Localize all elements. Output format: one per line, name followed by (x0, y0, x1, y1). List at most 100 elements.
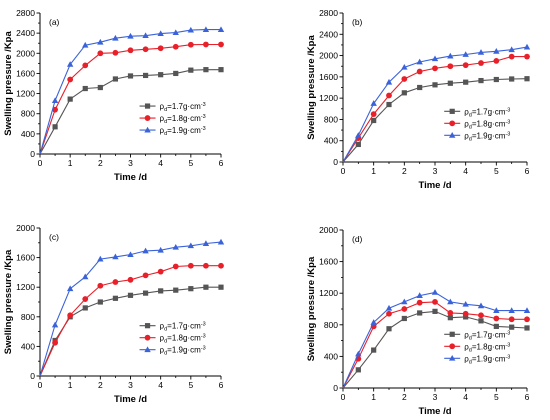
data-point (509, 324, 515, 330)
data-point (218, 284, 224, 290)
data-point (508, 46, 515, 53)
data-point (82, 62, 89, 69)
data-point (478, 312, 484, 319)
y-tick-label: 2400 (16, 28, 35, 38)
data-point (112, 279, 119, 285)
x-tick-label: 3 (433, 166, 438, 176)
data-point (447, 298, 454, 305)
x-tick-label: 0 (38, 158, 43, 168)
data-point (432, 65, 438, 72)
data-point (97, 255, 104, 262)
data-point (202, 26, 210, 33)
data-point (188, 67, 194, 73)
series-line (342, 291, 527, 389)
data-point (432, 308, 438, 314)
y-tick-label: 0 (333, 383, 338, 393)
data-point (127, 73, 134, 79)
legend-marker (449, 108, 455, 114)
data-point (523, 43, 531, 50)
data-point (385, 78, 393, 85)
legend-marker (144, 126, 151, 133)
series-line (39, 241, 222, 377)
y-tick-label: 1600 (16, 253, 35, 263)
data-point (142, 247, 149, 254)
y-tick-label: 2800 (319, 8, 338, 18)
legend-marker (144, 103, 151, 109)
data-point (67, 96, 73, 102)
y-tick-label: 1200 (16, 89, 35, 99)
x-tick-label: 1 (371, 392, 376, 402)
data-point (355, 132, 362, 138)
y-tick-label: 400 (21, 341, 35, 351)
x-tick-label: 2 (402, 166, 407, 176)
data-point (477, 302, 485, 309)
x-tick-label: 0 (38, 380, 43, 390)
data-point (431, 55, 439, 62)
y-tick-label: 800 (21, 312, 35, 322)
y-tick-label: 800 (21, 109, 35, 119)
data-point (493, 57, 500, 64)
legend-marker (449, 132, 456, 138)
data-point (188, 286, 194, 292)
data-point (218, 67, 224, 73)
data-point (97, 38, 104, 45)
data-point (217, 26, 225, 33)
y-tick-label: 400 (21, 129, 35, 139)
data-point (112, 295, 119, 301)
y-tick-label: 1200 (319, 93, 338, 103)
data-point (401, 298, 408, 305)
data-point (432, 298, 438, 305)
data-point (51, 97, 59, 104)
data-point (52, 339, 58, 346)
chart-panel-c: 0 1 2 3 4 5 6 0 400 800 1200 1600 2000 Time /d Swellin… (3, 223, 225, 405)
data-point (417, 84, 423, 91)
data-point (52, 124, 58, 130)
data-point (66, 61, 74, 67)
data-point (463, 79, 469, 85)
data-point (218, 262, 224, 269)
x-tick-label: 6 (525, 392, 530, 402)
data-point (416, 299, 423, 306)
data-point (493, 76, 499, 83)
data-point (97, 50, 104, 57)
x-tick-label: 5 (494, 166, 499, 176)
data-point (524, 325, 530, 331)
data-point (203, 41, 209, 48)
data-point (401, 306, 408, 312)
y-tick-label: 1600 (16, 68, 35, 78)
data-point (385, 304, 393, 311)
data-point (370, 319, 377, 325)
x-tick-label: 5 (188, 158, 193, 168)
data-point (127, 292, 134, 298)
data-point (67, 312, 74, 319)
data-point (432, 82, 438, 88)
legend-label: ρd=1.7g·cm-3 (464, 330, 510, 341)
data-point (203, 284, 209, 290)
legend: ρd=1.7g·cm-3ρd=1.8g·cm-3ρd=1.9g·cm-3 (139, 102, 206, 137)
x-tick-label: 6 (219, 380, 224, 390)
data-point (508, 307, 515, 313)
data-point (142, 46, 149, 53)
data-point (157, 30, 164, 37)
legend-label: ρd=1.8g·cm-3 (464, 119, 510, 130)
data-point (187, 26, 195, 33)
y-tick-label: 0 (30, 371, 35, 381)
data-point (173, 70, 179, 77)
x-tick-label: 4 (158, 158, 163, 168)
data-point (142, 72, 149, 79)
data-point (462, 62, 469, 69)
data-point (127, 251, 134, 258)
data-point (172, 243, 179, 250)
legend-label: ρd=1.7g·cm-3 (160, 322, 206, 333)
series-line (39, 286, 221, 377)
series-1 (342, 76, 530, 163)
data-point (370, 100, 377, 106)
y-tick-label: 2000 (16, 48, 35, 58)
y-tick-label: 2000 (16, 223, 35, 233)
data-point (416, 292, 423, 298)
data-point (172, 263, 179, 270)
data-point (127, 276, 134, 283)
y-tick-label: 2000 (319, 225, 338, 235)
data-point (142, 272, 149, 279)
x-tick-label: 1 (68, 380, 73, 390)
